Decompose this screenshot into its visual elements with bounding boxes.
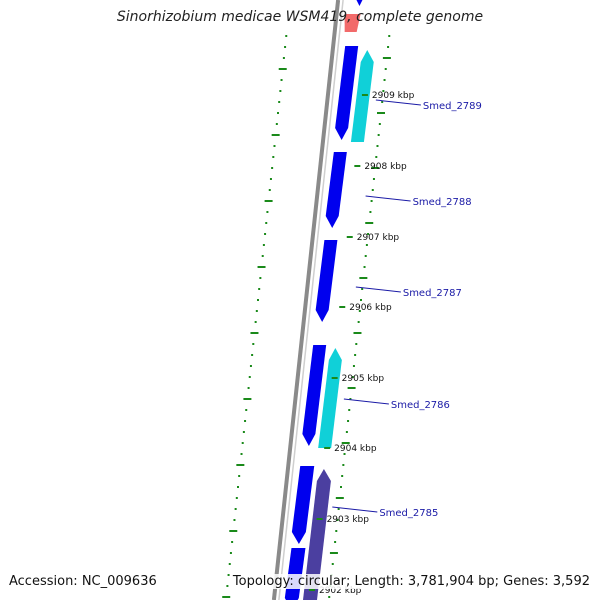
tick-label: 2906 kbp (349, 303, 392, 313)
gene-leader-line (365, 195, 411, 202)
gene-arrow (302, 345, 327, 446)
gene-features (284, 0, 374, 600)
gene-label: Smed_2786 (391, 400, 450, 411)
tick-label: 2909 kbp (372, 91, 415, 101)
backbone-edge (278, 0, 344, 600)
gene-leader-line (332, 506, 378, 513)
gene-arrow (335, 46, 359, 140)
genome-title: Sinorhizobium medicae WSM419, complete g… (116, 9, 484, 25)
tick-label: 2905 kbp (342, 374, 385, 384)
gene-arrow (302, 469, 331, 600)
tick-label: 2908 kbp (364, 162, 407, 172)
tick-label: 2907 kbp (357, 233, 400, 243)
gene-leader-line (343, 398, 389, 405)
gene-label: Smed_2788 (413, 197, 472, 208)
backbone-line (271, 0, 341, 600)
gene-label: Smed_2787 (403, 288, 462, 299)
gene-arrow (356, 0, 363, 6)
gene-leader-line (375, 99, 421, 106)
gene-arrow (325, 152, 347, 228)
gene-labels: Smed_2789 Smed_2788 Smed_2787 Smed_2786 Smed… (332, 99, 482, 519)
genome-summary: Topology: circular; Length: 3,781,904 bp… (232, 574, 590, 589)
gene-leader-line (355, 286, 401, 293)
gene-label: Smed_2785 (379, 508, 438, 519)
tick-label: 2903 kbp (327, 515, 370, 525)
gc-content-dots (222, 35, 391, 598)
genome-backbone (271, 0, 344, 600)
tick-label: 2904 kbp (334, 444, 377, 454)
highlight-marker (344, 14, 361, 32)
kbp-ticks: 2909 kbp 2908 kbp 2907 kbp 2906 kbp 2905 kbp… (308, 91, 415, 596)
gene-arrow (315, 240, 338, 322)
gene-label: Smed_2789 (423, 101, 482, 112)
tick-label: 2902 kbp (319, 586, 362, 596)
accession-text: Accession: NC_009636 (9, 574, 157, 589)
gene-arrow (291, 466, 315, 544)
gene-arrow (318, 348, 342, 448)
